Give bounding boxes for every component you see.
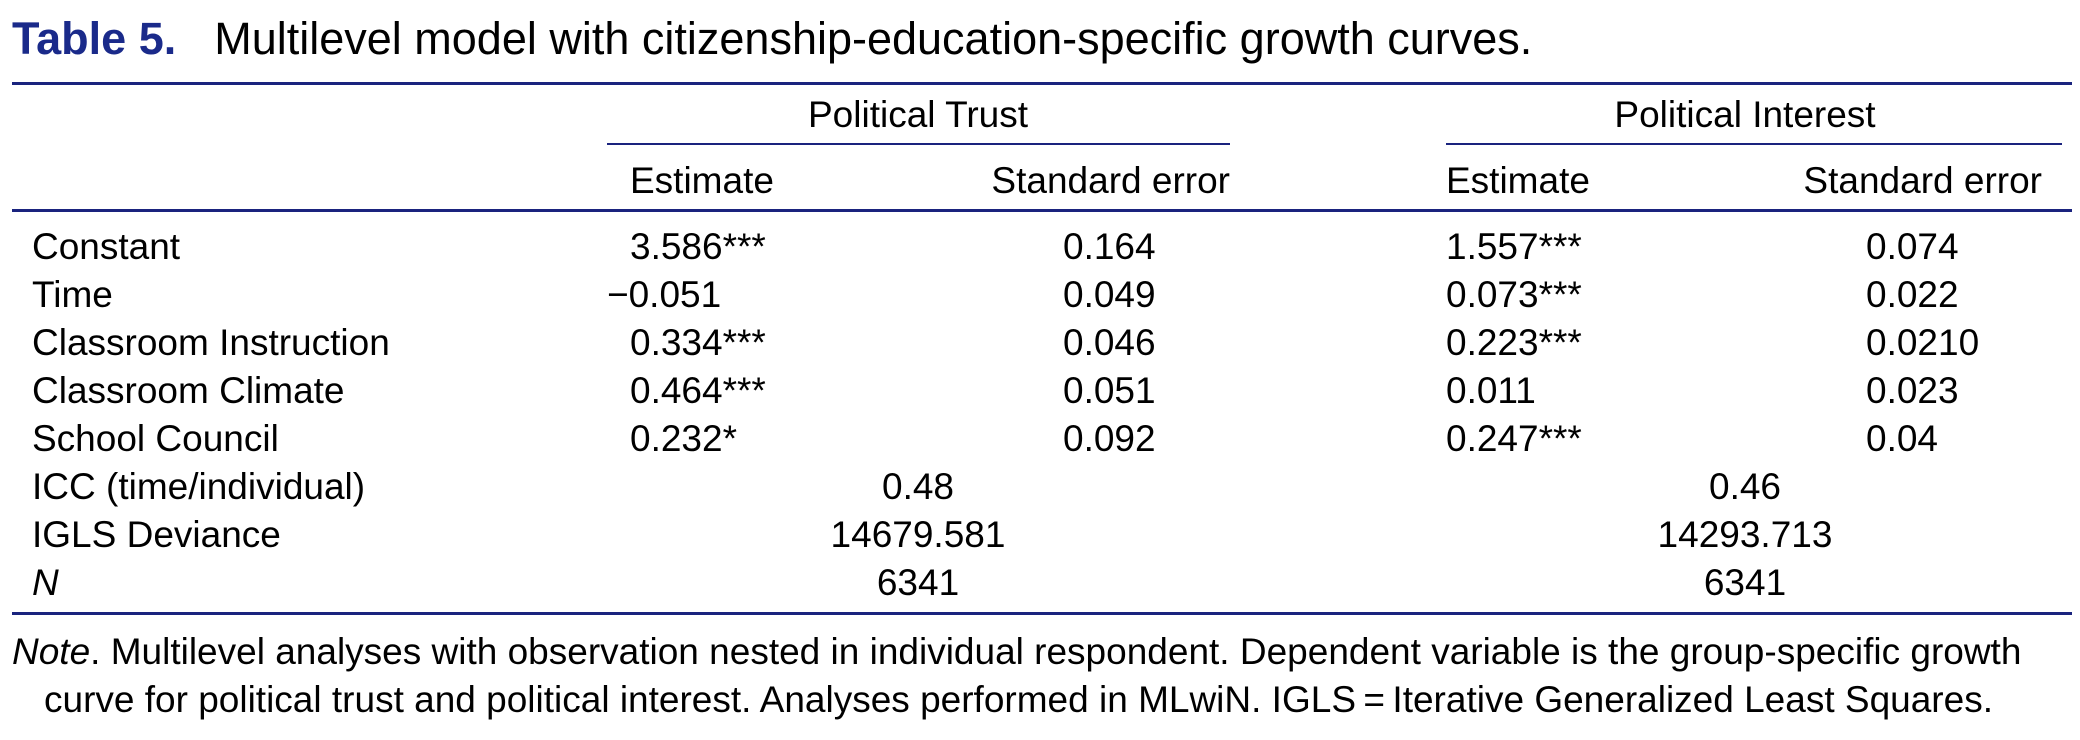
trust-estimate: 0.464*** [630, 370, 766, 411]
interest-summary-value: 6341 [1703, 562, 1787, 603]
top-rule [12, 82, 2072, 85]
trust-standard-error: 0.046 [1063, 322, 1156, 363]
header-rule [12, 209, 2072, 212]
interest-standard-error: 0.074 [1866, 226, 1959, 267]
subheader-estimate: Estimate [630, 160, 774, 201]
row-label: Constant [32, 226, 181, 267]
interest-estimate: 0.223*** [1446, 322, 1582, 363]
note-line-1: Note. Multilevel analyses with observati… [12, 631, 2022, 672]
row-label: Classroom Climate [32, 370, 345, 411]
interest-summary-value: 14293.713 [1657, 514, 1833, 555]
group-rule-political-interest [1446, 143, 2062, 145]
note-label: Note [12, 631, 91, 672]
trust-estimate: −0.051 [607, 274, 722, 315]
trust-summary-value: 6341 [876, 562, 960, 603]
trust-estimate: 0.334*** [630, 322, 766, 363]
table-caption: Table 5. Multilevel model with citizenshi… [12, 16, 1532, 61]
group-header-political-interest: Political Interest [1614, 94, 1876, 135]
table-label: Table 5. [12, 13, 177, 64]
note-line-2: curve for political trust and political … [44, 679, 1993, 720]
trust-estimate: 0.232* [630, 418, 737, 459]
subheader-standard-error: Standard error [1803, 160, 2042, 201]
trust-summary-value: 0.48 [881, 466, 955, 507]
interest-standard-error: 0.023 [1866, 370, 1959, 411]
interest-estimate: 1.557*** [1446, 226, 1582, 267]
row-label: N [32, 562, 59, 603]
trust-standard-error: 0.164 [1063, 226, 1156, 267]
bottom-rule [12, 612, 2072, 615]
subheader-standard-error: Standard error [991, 160, 1230, 201]
row-label: IGLS Deviance [32, 514, 281, 555]
row-label: Time [32, 274, 113, 315]
group-header-political-trust: Political Trust [807, 94, 1029, 135]
interest-estimate: 0.011 [1446, 370, 1536, 411]
trust-standard-error: 0.092 [1063, 418, 1156, 459]
row-label: Classroom Instruction [32, 322, 390, 363]
interest-standard-error: 0.0210 [1866, 322, 1980, 363]
trust-estimate: 3.586*** [630, 226, 766, 267]
group-rule-political-trust [607, 143, 1230, 145]
trust-standard-error: 0.051 [1063, 370, 1156, 411]
table-note: Note. Multilevel analyses with observati… [12, 628, 2072, 724]
interest-estimate: 0.073*** [1446, 274, 1582, 315]
interest-summary-value: 0.46 [1708, 466, 1782, 507]
interest-standard-error: 0.022 [1866, 274, 1959, 315]
row-label: ICC (time/individual) [32, 466, 366, 507]
trust-standard-error: 0.049 [1063, 274, 1156, 315]
interest-standard-error: 0.04 [1866, 418, 1939, 459]
subheader-estimate: Estimate [1446, 160, 1590, 201]
table-title: Multilevel model with citizenship-educat… [214, 13, 1533, 64]
interest-estimate: 0.247*** [1446, 418, 1582, 459]
trust-summary-value: 14679.581 [830, 514, 1006, 555]
row-label: School Council [32, 418, 279, 459]
